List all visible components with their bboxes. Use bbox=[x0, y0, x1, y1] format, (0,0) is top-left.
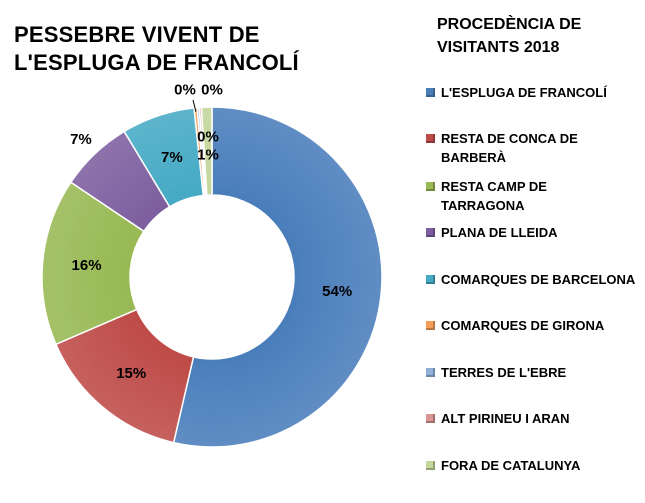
legend-label: COMARQUES DE BARCELONA bbox=[441, 270, 635, 289]
legend-label: TERRES DE L'EBRE bbox=[441, 363, 566, 382]
legend-label-line: PLANA DE LLEIDA bbox=[441, 225, 558, 240]
legend-label-line: RESTA CAMP DE bbox=[441, 179, 547, 194]
legend-label: FORA DE CATALUNYA bbox=[441, 456, 580, 475]
legend-label-line: FORA DE CATALUNYA bbox=[441, 458, 581, 473]
legend-swatch bbox=[426, 182, 435, 191]
legend-swatch bbox=[426, 134, 435, 143]
data-label-4: 7% bbox=[161, 149, 183, 166]
legend-label-line: TARRAGONA bbox=[441, 198, 525, 213]
legend-label-line: BARBERÀ bbox=[441, 150, 506, 165]
legend-swatch bbox=[426, 228, 435, 237]
legend-label-line: ALT PIRINEU I ARAN bbox=[441, 411, 570, 426]
donut-slice-2 bbox=[41, 181, 145, 346]
data-label-8: 1% bbox=[197, 147, 219, 164]
legend-swatch bbox=[426, 275, 435, 284]
data-label-7: 0% bbox=[197, 129, 219, 146]
donut-slice-8 bbox=[200, 106, 213, 196]
legend-label: RESTA CAMP DE TARRAGONA bbox=[441, 177, 547, 215]
legend-label-line: COMARQUES DE BARCELONA bbox=[441, 272, 636, 287]
legend-label-line: COMARQUES DE GIRONA bbox=[441, 318, 605, 333]
legend-swatch bbox=[426, 368, 435, 377]
legend-label: L'ESPLUGA DE FRANCOLÍ bbox=[441, 83, 607, 102]
legend-title-line-2: VISITANTS 2018 bbox=[437, 39, 560, 56]
data-label-2: 16% bbox=[72, 257, 102, 274]
legend-title-line-1: PROCEDÈNCIA DE bbox=[437, 16, 582, 33]
legend-swatch bbox=[426, 461, 435, 470]
legend-label-line: L'ESPLUGA DE FRANCOLÍ bbox=[441, 85, 607, 100]
data-label-1: 15% bbox=[116, 365, 146, 382]
data-label-5: 0% bbox=[174, 82, 196, 99]
leader-line bbox=[192, 99, 197, 112]
legend-swatch bbox=[426, 88, 435, 97]
legend-label-line: TERRES DE L'EBRE bbox=[441, 365, 567, 380]
data-label-6: 0% bbox=[201, 82, 223, 99]
legend-label: PLANA DE LLEIDA bbox=[441, 223, 558, 242]
legend-label: ALT PIRINEU I ARAN bbox=[441, 409, 570, 428]
legend-label: COMARQUES DE GIRONA bbox=[441, 316, 604, 335]
chart-title-line-2: L'ESPLUGA DE FRANCOLÍ bbox=[14, 50, 299, 75]
legend-label: RESTA DE CONCA DE BARBERÀ bbox=[441, 129, 578, 167]
data-label-0: 54% bbox=[322, 283, 352, 300]
donut-slice-0 bbox=[172, 106, 383, 448]
legend-label-line: RESTA DE CONCA DE bbox=[441, 131, 578, 146]
data-label-3: 7% bbox=[70, 131, 92, 148]
legend-swatch bbox=[426, 321, 435, 330]
legend-swatch bbox=[426, 414, 435, 423]
chart-title-line-1: PESSEBRE VIVENT DE bbox=[14, 22, 260, 47]
